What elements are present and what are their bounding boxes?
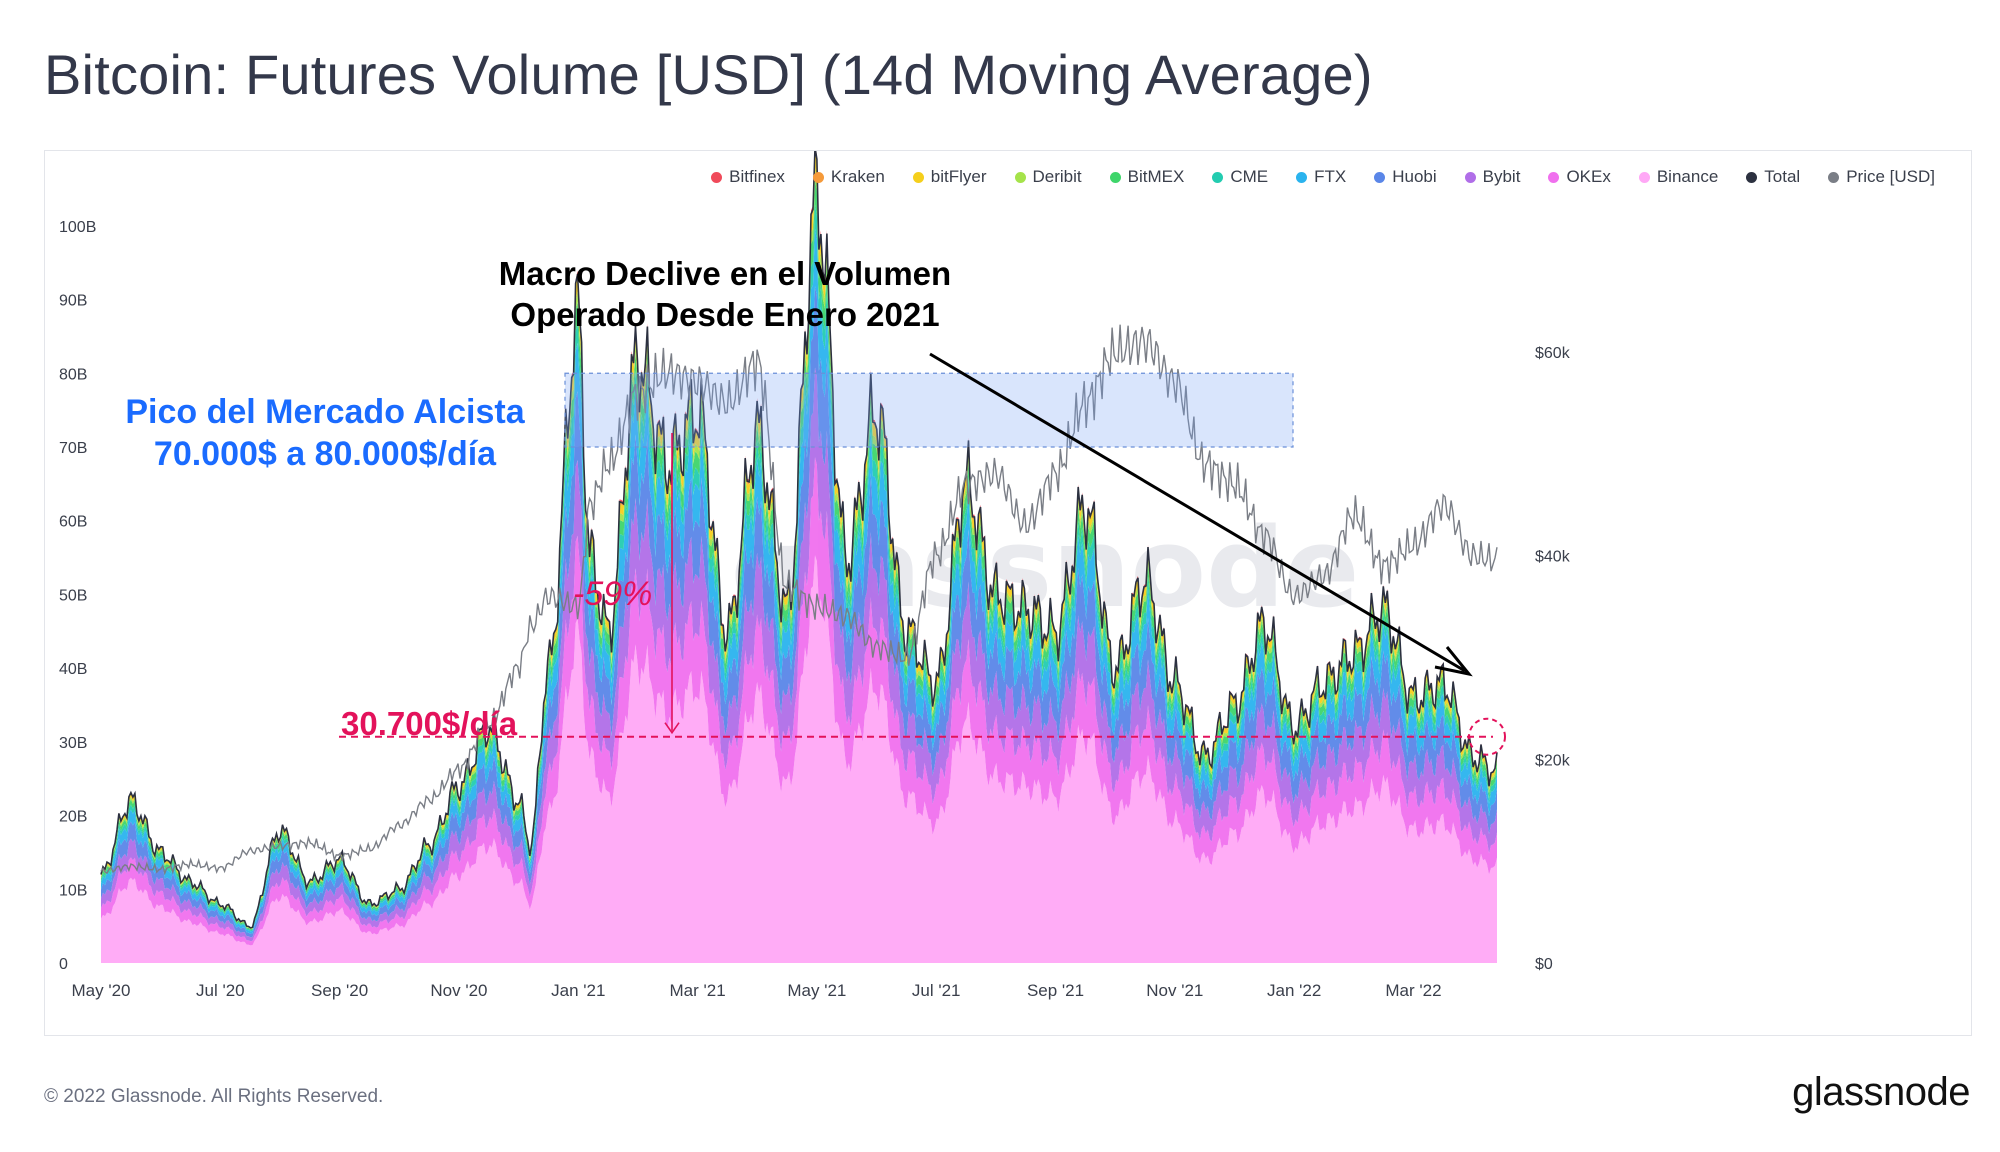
y-axis-left-tick-label: 80B [59,366,87,383]
legend-label: CME [1230,167,1269,186]
y-axis-left-tick-label: 100B [59,219,96,236]
y-axis-left-tick-label: 20B [59,809,87,826]
trend-arrow-line [929,352,1466,673]
peak-band-rect [564,372,1294,448]
legend-item-cme[interactable]: CME [1212,167,1268,187]
legend-item-kraken[interactable]: Kraken [812,167,885,187]
macro-decline-line2: Operado Desde Enero 2021 [510,296,940,333]
y-axis-right-tick-label: $0 [1535,956,1553,973]
legend-label: Binance [1656,167,1719,186]
total-volume-line [100,151,1498,929]
bull-peak-annotation: Pico del Mercado Alcista 70.000$ a 80.00… [115,391,535,475]
legend-dot-icon [1746,171,1758,183]
legend-label: Bitfinex [729,167,785,186]
drop-percent-label: -59% [573,575,653,613]
legend-label: bitFlyer [930,167,987,186]
x-axis-tick-label: Sep '21 [1027,981,1084,1000]
legend-item-binance[interactable]: Binance [1638,167,1719,187]
bull-peak-line1: Pico del Mercado Alcista [125,393,525,431]
price-line [100,324,1498,876]
y-axis-left-tick-label: 10B [59,882,87,899]
y-axis-left-tick-label: 70B [59,440,87,457]
x-axis-tick-label: Mar '21 [670,981,726,1000]
legend-dot-icon [1014,171,1026,183]
macro-decline-line1: Macro Declive en el Volumen [498,255,952,292]
legend-dot-icon [912,171,924,183]
chart-legend: Bitfinex Kraken bitFlyer Deribit BitMEX CME FT… [711,167,1935,187]
area-series-binance [101,555,1497,963]
legend-label: Bybit [1482,167,1521,186]
legend-label: BitMEX [1127,167,1185,186]
legend-dot-icon [1296,171,1308,183]
legend-label: Deribit [1032,167,1082,186]
legend-item-bitmex[interactable]: BitMEX [1109,167,1185,187]
drop-arrow-head [664,722,680,735]
y-axis-right-tick-label: $40k [1535,549,1571,566]
legend-item-total[interactable]: Total [1746,167,1800,187]
legend-dot-icon [1548,171,1560,183]
legend-label: FTX [1314,167,1347,186]
legend-dot-icon [1212,171,1224,183]
y-axis-left-tick-label: 90B [59,293,87,310]
legend-label: Price [USD] [1846,167,1935,186]
legend-dot-icon [812,171,824,183]
y-axis-left-tick-label: 60B [59,514,87,531]
current-point-highlight [1468,717,1506,756]
x-axis-tick-label: Jan '22 [1267,981,1321,1000]
x-axis-tick-label: Nov '21 [1146,981,1203,1000]
y-axis-left-tick-label: 30B [59,735,87,752]
legend-item-deribit[interactable]: Deribit [1014,167,1082,187]
y-axis-right-tick-label: $60k [1535,345,1571,362]
legend-item-ftx[interactable]: FTX [1296,167,1346,187]
legend-item-bybit[interactable]: Bybit [1464,167,1521,187]
legend-label: OKEx [1566,167,1611,186]
legend-item-price-usd[interactable]: Price [USD] [1828,167,1935,187]
legend-item-bitflyer[interactable]: bitFlyer [912,167,987,187]
legend-label: Kraken [830,167,885,186]
x-axis-tick-label: Jul '20 [196,981,245,1000]
legend-dot-icon [1638,171,1650,183]
chart-title: Bitcoin: Futures Volume [USD] (14d Movin… [44,43,1373,106]
x-axis-tick-label: May '21 [787,981,846,1000]
chart-svg: glassnode010B20B30B40B50B60B70B80B90B100… [59,151,1571,1000]
legend-item-bitfinex[interactable]: Bitfinex [711,167,785,187]
x-axis-tick-label: Sep '20 [311,981,368,1000]
y-axis-right-tick-label: $20k [1535,752,1571,769]
macro-decline-annotation: Macro Declive en el Volumen Operado Desd… [465,253,985,335]
current-level-label: 30.700$/día [341,705,518,742]
legend-item-huobi[interactable]: Huobi [1374,167,1437,187]
bull-peak-line2: 70.000$ a 80.000$/día [153,435,497,473]
trend-arrow-head [1434,646,1473,677]
legend-dot-icon [1374,171,1386,183]
legend-dot-icon [1828,171,1840,183]
x-axis-tick-label: Nov '20 [430,981,487,1000]
legend-dot-icon [711,171,723,183]
legend-label: Huobi [1392,167,1437,186]
copyright-footer: © 2022 Glassnode. All Rights Reserved. [44,1086,384,1107]
x-axis-tick-label: Mar '22 [1385,981,1441,1000]
legend-label: Total [1764,167,1801,186]
x-axis-tick-label: Jul '21 [912,981,961,1000]
x-axis-tick-label: Jan '21 [551,981,605,1000]
x-axis-tick-label: May '20 [72,981,131,1000]
glassnode-logo: glassnode [1792,1070,1970,1114]
y-axis-left-tick-label: 0 [59,956,68,973]
legend-item-okex[interactable]: OKEx [1548,167,1611,187]
y-axis-left-tick-label: 50B [59,587,87,604]
legend-dot-icon [1109,171,1121,183]
y-axis-left-tick-label: 40B [59,661,87,678]
legend-dot-icon [1464,171,1476,183]
chart-panel: glassnode 0 10B 20B 30B 40B 50B 60B 70B 80B 90B 100… [44,150,1972,1036]
